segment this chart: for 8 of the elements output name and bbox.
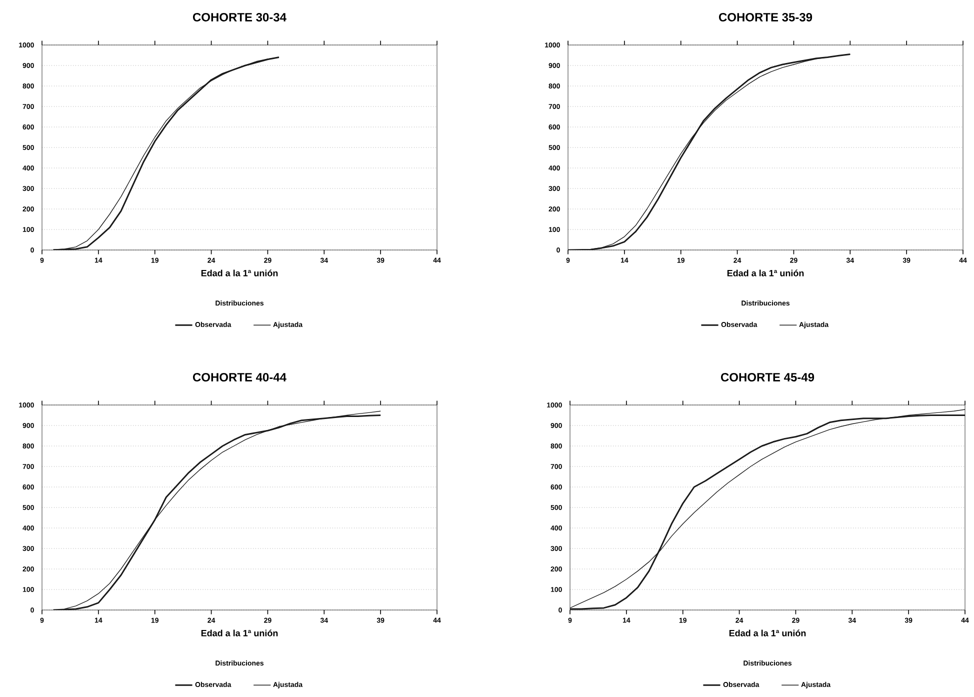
chart-title: COHORTE 35-39 bbox=[718, 12, 812, 22]
x-axis-title: Edad a la 1ª unión bbox=[201, 630, 278, 636]
chart-title: COHORTE 45-49 bbox=[720, 372, 814, 382]
chart-title: COHORTE 40-44 bbox=[192, 372, 286, 382]
x-axis-title: Edad a la 1ª unión bbox=[201, 270, 278, 276]
chart-title: COHORTE 30-34 bbox=[192, 12, 286, 22]
x-axis-title: Edad a la 1ª unión bbox=[727, 270, 804, 276]
x-axis-title: Edad a la 1ª unión bbox=[729, 630, 806, 636]
